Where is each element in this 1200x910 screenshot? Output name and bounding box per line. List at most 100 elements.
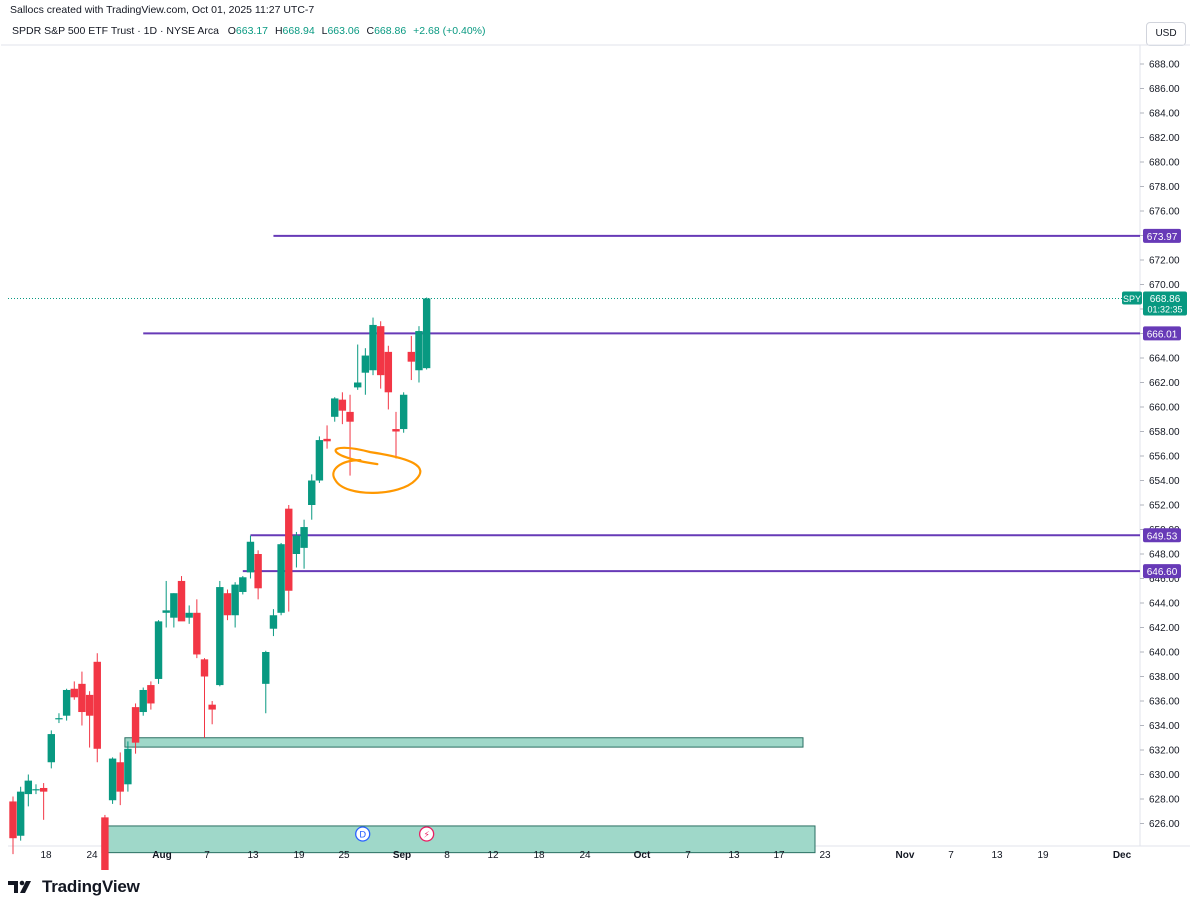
price-tick-label: 688.00 xyxy=(1149,60,1180,71)
price-chart[interactable]: D ⚡ 626.00628.00630.00632.00634.00636.006… xyxy=(0,0,1200,870)
currency-button[interactable]: USD xyxy=(1146,22,1186,46)
time-tick-label: 19 xyxy=(293,850,305,861)
candle-body xyxy=(200,659,209,677)
price-labels: 673.97 666.01 649.53 646.60 SPY 668.8601:32:3… xyxy=(1122,228,1187,579)
time-axis: 18 24 Aug 7 13 19 25 Sep 8 12 18 24 Oct 7 13 17 23 Nov 7 13… xyxy=(40,850,1131,861)
dividend-marker xyxy=(355,826,371,842)
time-tick-label: 24 xyxy=(86,850,98,861)
candle-body xyxy=(85,694,94,716)
candle-body xyxy=(277,544,285,613)
candle-body xyxy=(223,593,232,616)
candle-body xyxy=(154,621,163,679)
time-tick-label: 7 xyxy=(685,850,691,861)
candle-body xyxy=(422,298,431,369)
earnings-marker xyxy=(418,826,435,842)
price-tick-label: 626.00 xyxy=(1149,819,1180,830)
level-price-tag xyxy=(1143,326,1181,341)
candle-body xyxy=(177,580,186,622)
price-tick-label: 670.00 xyxy=(1149,280,1180,291)
demand-zone xyxy=(101,825,816,854)
price-tick-label: 634.00 xyxy=(1149,721,1180,732)
time-tick-label: 24 xyxy=(579,850,591,861)
price-tick-label: 660.00 xyxy=(1149,403,1180,414)
price-tick-label: 628.00 xyxy=(1149,795,1180,806)
time-tick-label: Oct xyxy=(634,850,651,861)
candle-body xyxy=(239,577,247,592)
price-tick-label: 664.00 xyxy=(1149,354,1180,365)
candle-body xyxy=(162,610,170,613)
level-price-label: 649.53 xyxy=(1147,531,1178,542)
price-tick-label: 676.00 xyxy=(1149,207,1180,218)
brand-name: TradingView xyxy=(42,877,140,896)
candle-body xyxy=(62,689,71,716)
time-tick-label: 7 xyxy=(204,850,210,861)
candle-body xyxy=(24,780,33,795)
candle-body xyxy=(376,326,385,376)
candle-body xyxy=(39,787,48,792)
low-value: 663.06 xyxy=(327,25,360,37)
candle-body xyxy=(124,748,132,785)
symbol-info-bar: SPDR S&P 500 ETF Trust · 1D · NYSE Arca … xyxy=(12,25,490,37)
chart-caption: Sallocs created with TradingView.com, Oc… xyxy=(10,4,315,16)
candle-bodies xyxy=(9,298,431,870)
open-label: O xyxy=(227,25,236,37)
time-tick-label: 8 xyxy=(444,850,450,861)
price-tick-label: 656.00 xyxy=(1149,452,1180,463)
tradingview-logo[interactable]: TradingView xyxy=(8,877,140,897)
candle-body xyxy=(55,718,63,720)
candle-body xyxy=(262,652,270,684)
time-tick-label: 18 xyxy=(533,850,545,861)
candle-body xyxy=(70,688,78,698)
candle-body xyxy=(384,351,393,393)
candle-body xyxy=(78,683,86,713)
time-tick-label: 17 xyxy=(773,850,785,861)
candle-body xyxy=(269,615,278,629)
price-tick-label: 684.00 xyxy=(1149,109,1180,120)
zones xyxy=(101,737,816,854)
price-axis: 626.00 628.00 630.00 632.00 634.00 636.00 638.… xyxy=(1140,60,1180,830)
close-label: C xyxy=(366,25,375,37)
close-value: 668.86 xyxy=(374,25,407,37)
candle-body xyxy=(47,734,55,763)
price-tick-label: 652.00 xyxy=(1149,501,1180,512)
grid xyxy=(1,44,1190,847)
candle-body xyxy=(392,429,400,432)
time-tick-label: Dec xyxy=(1113,850,1132,861)
candle-body xyxy=(170,593,178,618)
price-tick-label: 642.00 xyxy=(1149,623,1180,634)
time-tick-label: 23 xyxy=(819,850,831,861)
last-price-label: 668.86 xyxy=(1150,294,1181,305)
earnings-marker-label: ⚡ xyxy=(423,831,429,841)
candle-body xyxy=(285,508,293,591)
high-value: 668.94 xyxy=(282,25,315,37)
candle-body xyxy=(116,762,124,792)
candle-body xyxy=(185,612,193,618)
candle-body xyxy=(407,351,416,362)
candle-wicks xyxy=(12,297,428,870)
time-tick-label: 18 xyxy=(40,850,52,861)
drawings xyxy=(332,446,422,494)
candle-body xyxy=(16,791,25,836)
levels xyxy=(8,234,1140,573)
time-tick-label: Aug xyxy=(152,850,171,861)
last-price-tag xyxy=(1143,291,1187,316)
candle-body xyxy=(216,587,224,686)
price-tick-label: 638.00 xyxy=(1149,672,1180,683)
candle-body xyxy=(399,394,408,430)
candle-body xyxy=(254,554,262,589)
symbol-title[interactable]: SPDR S&P 500 ETF Trust · 1D · NYSE Arca xyxy=(12,25,219,37)
freehand-circle-drawing xyxy=(332,446,422,494)
candle-body xyxy=(354,382,362,388)
candle-body xyxy=(300,527,308,548)
candle-body xyxy=(338,399,347,411)
price-tick-label: 648.00 xyxy=(1149,550,1180,561)
level-price-tag xyxy=(1143,528,1181,543)
price-tick-label: 630.00 xyxy=(1149,770,1180,781)
candle-body xyxy=(292,535,301,554)
price-tick-label: 646.00 xyxy=(1149,574,1180,585)
candle-body xyxy=(208,704,216,710)
candle-body xyxy=(369,324,377,371)
level-price-tag xyxy=(1143,564,1181,579)
price-tick-label: 678.00 xyxy=(1149,182,1180,193)
candle-body xyxy=(93,661,101,749)
